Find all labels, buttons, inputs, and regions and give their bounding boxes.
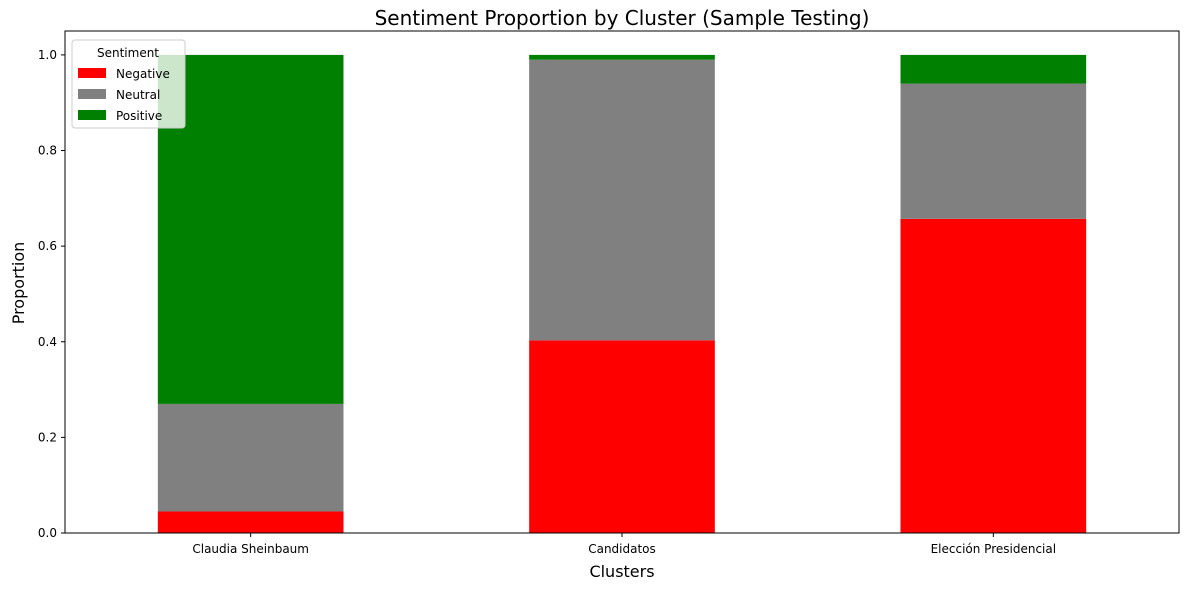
axes-layer: 0.0 0.2 0.4 0.6 0.8 1.0 Claudia Sheinbaum Candi…	[38, 30, 1180, 556]
y-tick-label: 0.4	[38, 335, 57, 349]
y-tick-label: 0.2	[38, 430, 57, 444]
bar-eleccion-presidencial-neutral	[900, 83, 1087, 219]
legend-title: Sentiment	[97, 46, 159, 60]
chart-title: Sentiment Proportion by Cluster (Sample …	[375, 6, 870, 30]
legend-swatch-neutral	[78, 89, 106, 99]
bar-eleccion-presidencial-positive	[900, 54, 1087, 84]
y-tick-label: 0.8	[38, 144, 57, 158]
x-tick-label: Claudia Sheinbaum	[192, 542, 309, 556]
legend-box	[71, 39, 186, 129]
x-tick-label: Elección Presidencial	[931, 542, 1056, 556]
y-tick-label: 0.6	[38, 239, 57, 253]
bars-layer	[157, 54, 1087, 534]
legend-label-neutral: Neutral	[116, 88, 160, 102]
legend-label-negative: Negative	[116, 67, 170, 81]
y-tick-label: 0.0	[38, 526, 57, 540]
x-tick-label: Candidatos	[588, 542, 656, 556]
legend: Sentiment Negative Neutral Positive	[71, 39, 186, 129]
bar-claudia-sheinbaum-neutral	[157, 403, 344, 512]
bar-candidatos-negative	[529, 340, 715, 533]
bar-claudia-sheinbaum-positive	[157, 54, 344, 404]
legend-label-positive: Positive	[116, 109, 162, 123]
bar-claudia-sheinbaum-negative	[157, 511, 344, 533]
x-axis-label: Clusters	[589, 562, 654, 581]
bar-candidatos-positive	[529, 54, 715, 60]
y-tick-label: 1.0	[38, 48, 57, 62]
bar-candidatos-neutral	[529, 59, 715, 341]
legend-swatch-negative	[78, 68, 106, 78]
bar-eleccion-presidencial-negative	[900, 218, 1087, 534]
legend-swatch-positive	[78, 110, 106, 120]
y-axis-label: Proportion	[9, 242, 28, 325]
